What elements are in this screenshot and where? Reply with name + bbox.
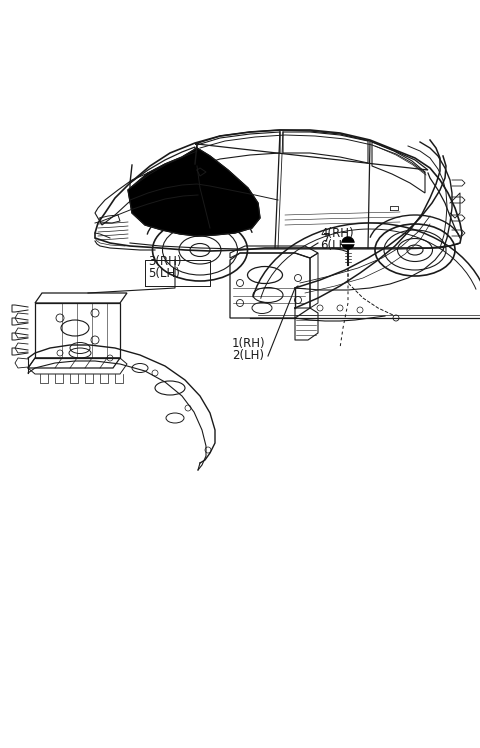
Text: 5(LH): 5(LH) xyxy=(148,267,180,280)
Text: 2(LH): 2(LH) xyxy=(232,349,264,362)
Text: 3(RH): 3(RH) xyxy=(148,255,181,268)
Circle shape xyxy=(342,237,354,249)
Text: 7: 7 xyxy=(323,232,330,245)
Text: 4(RH): 4(RH) xyxy=(320,227,354,240)
Polygon shape xyxy=(128,148,260,236)
Text: 1(RH): 1(RH) xyxy=(232,337,265,350)
Text: 6(LH): 6(LH) xyxy=(320,239,352,252)
